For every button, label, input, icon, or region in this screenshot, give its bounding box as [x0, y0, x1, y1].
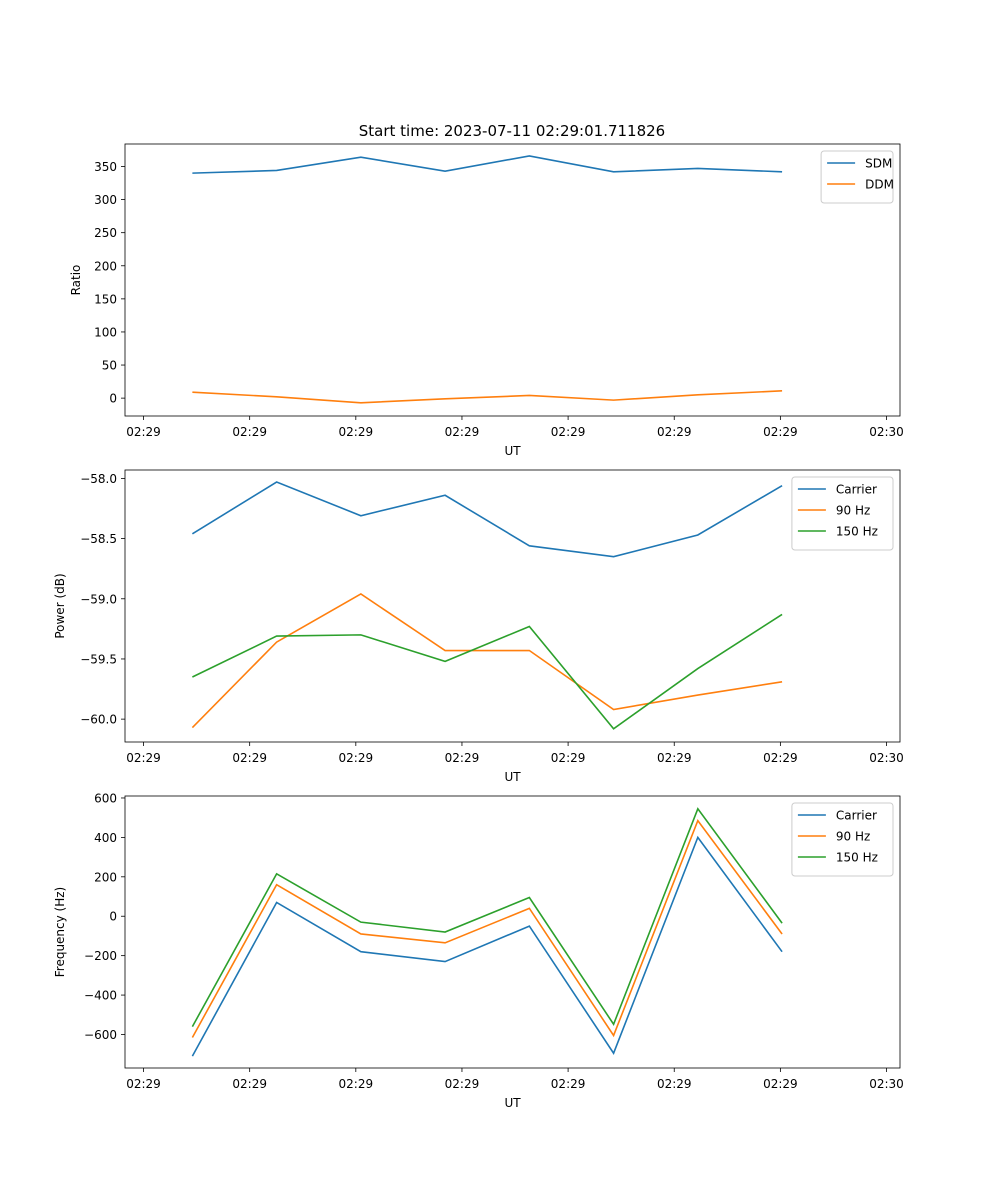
series-line-90-hz — [191, 819, 783, 1038]
legend-label: SDM — [865, 157, 892, 171]
x-tick-label: 02:29 — [232, 751, 267, 765]
legend-label: 150 Hz — [836, 525, 878, 539]
x-tick-label: 02:29 — [339, 751, 374, 765]
y-tick-label: −60.0 — [80, 713, 117, 727]
series-line-carrier — [191, 835, 783, 1057]
series-line-150-hz — [191, 807, 783, 1027]
y-tick-label: 200 — [94, 259, 117, 273]
legend-label: 90 Hz — [836, 830, 870, 844]
panel-3: 02:29 02:29 02:29 02:29 02:29 02:29 02:29 02:30… — [53, 791, 904, 1110]
x-tick-label: 02:29 — [657, 1077, 692, 1091]
x-tick-label: 02:29 — [551, 1077, 586, 1091]
y-tick-label: 0 — [109, 392, 117, 406]
y-tick-label: −200 — [84, 949, 117, 963]
legend-label: DDM — [865, 178, 894, 192]
y-tick-label: −400 — [84, 989, 117, 1003]
y-tick-label: 400 — [94, 831, 117, 845]
x-tick-label: 02:29 — [657, 425, 692, 439]
x-tick-label: 02:29 — [657, 751, 692, 765]
x-tick-label: 02:29 — [551, 425, 586, 439]
x-tick-label: 02:29 — [126, 425, 161, 439]
x-tick-label: 02:29 — [126, 1077, 161, 1091]
y-tick-label: 300 — [94, 193, 117, 207]
series-line-ddm — [192, 390, 783, 404]
x-tick-label: 02:30 — [869, 751, 904, 765]
legend: Carrier 90 Hz 150 Hz — [791, 802, 894, 877]
axes-frame — [124, 469, 901, 743]
legend-label: Carrier — [836, 809, 877, 823]
y-tick-label: 200 — [94, 870, 117, 884]
y-tick-label: 100 — [94, 325, 117, 339]
y-tick-label: −59.0 — [80, 592, 117, 606]
legend-label: 90 Hz — [836, 504, 870, 518]
x-tick-label: 02:30 — [869, 425, 904, 439]
y-tick-label: 600 — [94, 791, 117, 805]
y-tick-label: −58.5 — [80, 532, 117, 546]
x-tick-label: 02:29 — [763, 751, 798, 765]
legend: Carrier 90 Hz 150 Hz — [791, 476, 894, 551]
panel-1: 02:29 02:29 02:29 02:29 02:29 02:29 02:29 02:30… — [69, 143, 904, 458]
x-tick-label: 02:29 — [763, 1077, 798, 1091]
x-tick-label: 02:29 — [126, 751, 161, 765]
y-axis-label: Ratio — [69, 265, 83, 296]
x-tick-label: 02:30 — [869, 1077, 904, 1091]
series-line-carrier — [191, 481, 783, 558]
legend-label: 150 Hz — [836, 851, 878, 865]
y-tick-label: 50 — [102, 359, 117, 373]
y-tick-label: 350 — [94, 160, 117, 174]
x-tick-label: 02:29 — [551, 751, 586, 765]
x-tick-label: 02:29 — [232, 1077, 267, 1091]
legend-box — [820, 150, 894, 204]
y-tick-label: −58.0 — [80, 472, 117, 486]
x-axis-label: UT — [504, 444, 521, 458]
series-line-sdm — [192, 155, 783, 174]
x-tick-label: 02:29 — [445, 1077, 480, 1091]
x-tick-label: 02:29 — [232, 425, 267, 439]
y-tick-label: 0 — [109, 910, 117, 924]
series-line-150-hz — [192, 613, 783, 730]
x-axis-label: UT — [504, 770, 521, 784]
y-axis-label: Frequency (Hz) — [53, 887, 67, 978]
y-axis-label: Power (dB) — [53, 573, 67, 638]
x-tick-label: 02:29 — [445, 425, 480, 439]
x-tick-label: 02:29 — [763, 425, 798, 439]
y-tick-label: 250 — [94, 226, 117, 240]
figure-title: Start time: 2023-07-11 02:29:01.711826 — [359, 122, 665, 140]
x-tick-label: 02:29 — [339, 1077, 374, 1091]
y-tick-label: 150 — [94, 292, 117, 306]
panel-2: 02:29 02:29 02:29 02:29 02:29 02:29 02:29 02:30… — [53, 469, 904, 784]
series-line-90-hz — [191, 593, 783, 729]
x-axis-label: UT — [504, 1096, 521, 1110]
y-tick-label: −59.5 — [80, 652, 117, 666]
legend: SDM DDM — [820, 150, 894, 204]
x-tick-label: 02:29 — [445, 751, 480, 765]
legend-label: Carrier — [836, 483, 877, 497]
axes-frame — [124, 143, 901, 417]
y-tick-label: −600 — [84, 1028, 117, 1042]
x-tick-label: 02:29 — [339, 425, 374, 439]
axes-frame — [124, 795, 901, 1069]
